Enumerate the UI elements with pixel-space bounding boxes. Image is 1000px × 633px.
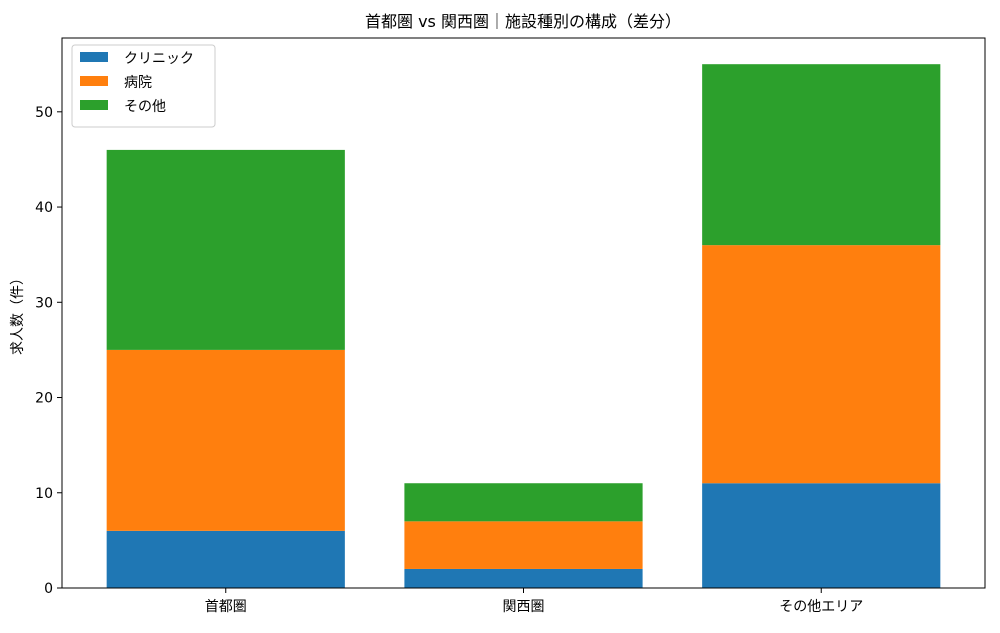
bar-0-2 <box>702 483 941 588</box>
bar-1-0 <box>106 349 345 531</box>
bar-1-2 <box>702 245 941 484</box>
legend-label: クリニック <box>124 51 194 67</box>
bar-2-2 <box>702 64 941 246</box>
legend-swatch <box>80 76 108 86</box>
y-tick-label: 10 <box>35 486 53 502</box>
y-tick-label: 30 <box>35 295 53 311</box>
plot-frame <box>61 37 986 589</box>
y-tick-label: 50 <box>35 105 53 121</box>
legend-swatch <box>80 100 108 110</box>
bar-0-1 <box>404 568 643 588</box>
bar-1-1 <box>404 521 643 569</box>
x-tick-label: 首都圏 <box>205 599 247 615</box>
bars <box>106 64 941 588</box>
y-tick-label: 20 <box>35 391 53 407</box>
bar-2-1 <box>404 483 643 522</box>
bar-2-0 <box>106 149 345 350</box>
y-tick-label: 0 <box>44 581 53 597</box>
x-tick-label: 関西圏 <box>503 599 545 615</box>
axes: 首都圏 関西圏 その他エリア 0 10 20 30 40 50 <box>35 37 986 615</box>
y-axis-label: 求人数（件） <box>10 271 26 355</box>
bar-0-0 <box>106 530 345 588</box>
chart-title: 首都圏 vs 関西圏｜施設種別の構成（差分） <box>365 12 681 31</box>
y-tick-label: 40 <box>35 200 53 216</box>
legend-label: 病院 <box>124 75 152 91</box>
x-tick-label: その他エリア <box>779 599 863 615</box>
legend-label: その他 <box>124 99 166 115</box>
legend-swatch <box>80 52 108 62</box>
